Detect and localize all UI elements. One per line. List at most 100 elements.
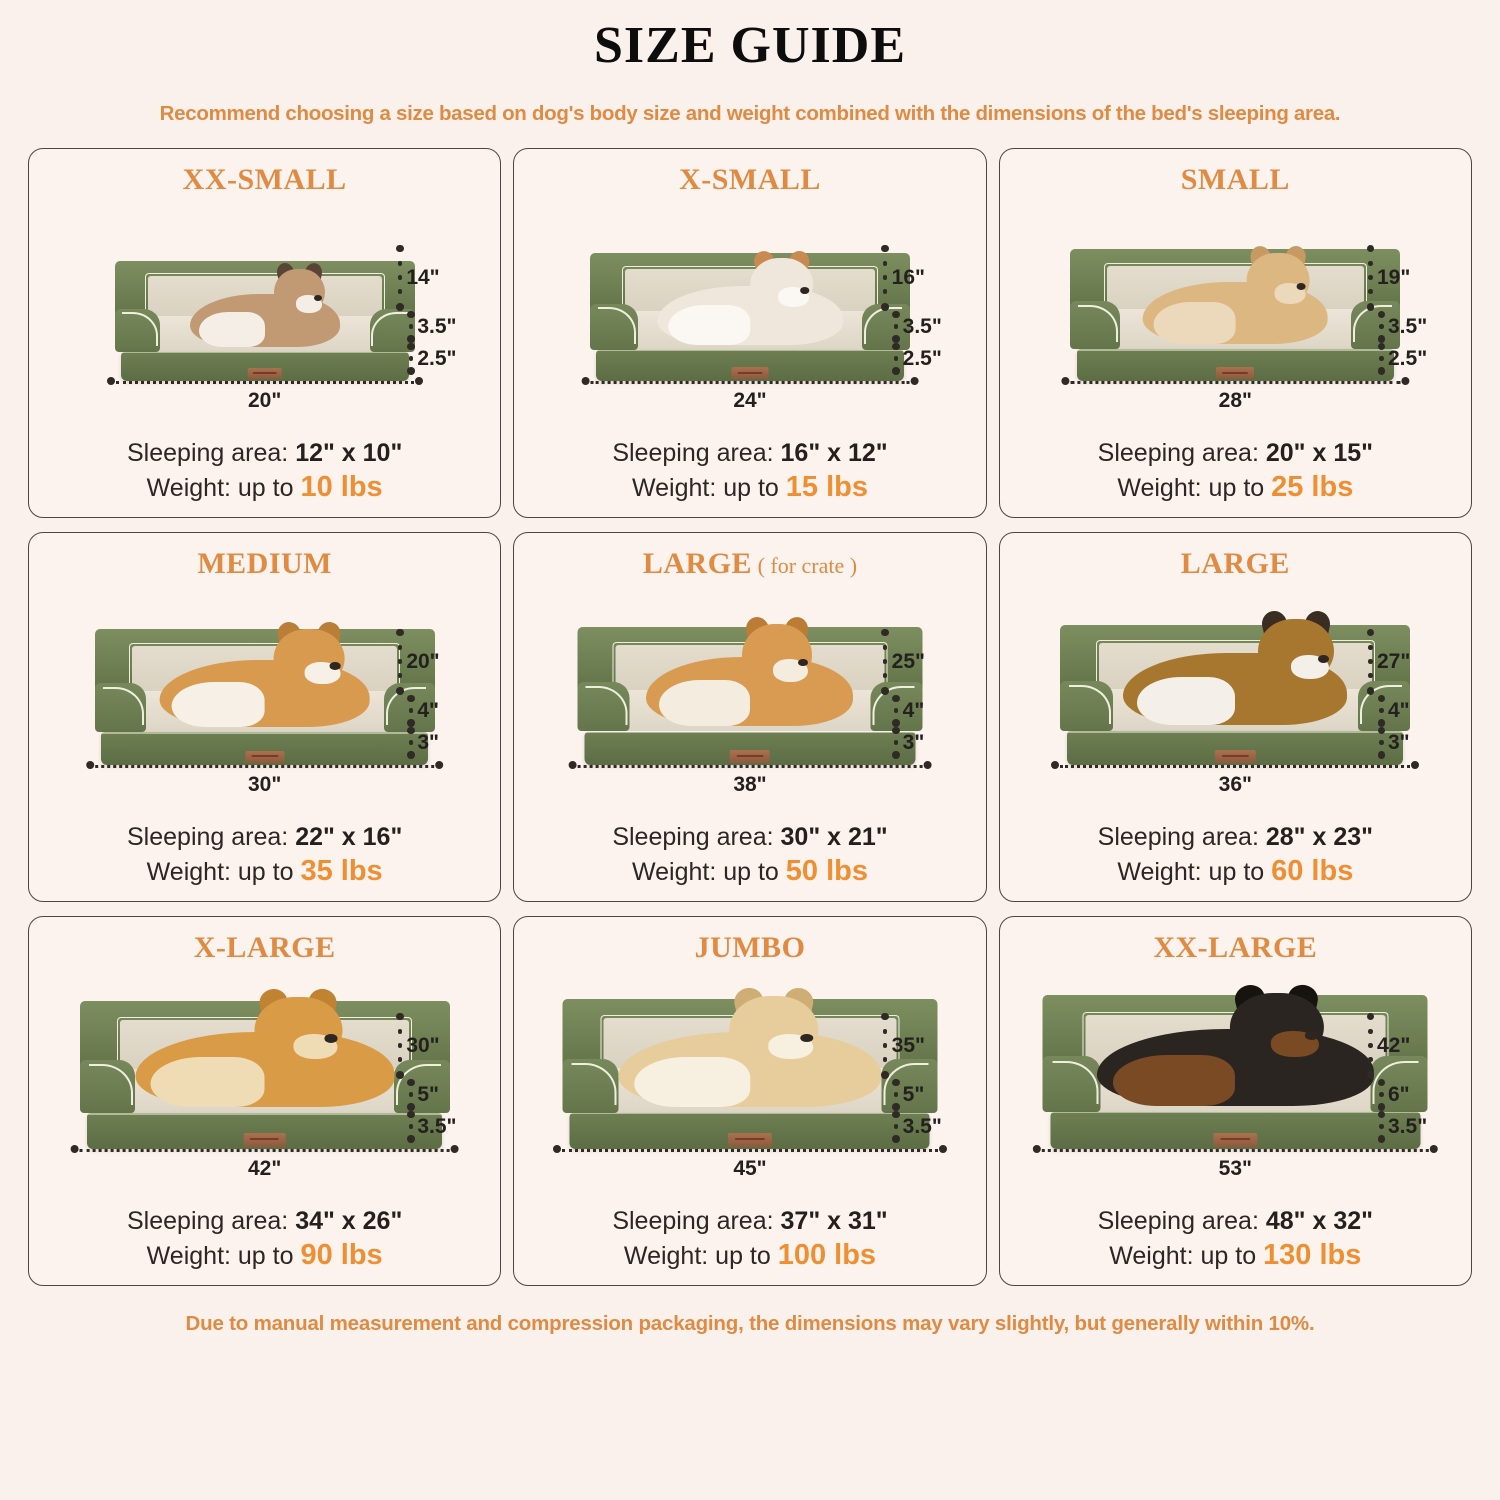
width-label: 28" — [1218, 388, 1252, 412]
dotted-measure-line-icon — [70, 1145, 459, 1155]
bed-base-slab — [569, 1112, 930, 1149]
mid-height-label: 4" — [417, 698, 439, 722]
total-height-label: 25" — [891, 649, 925, 673]
size-card-large-crate[interactable]: LARGE ( for crate ) — [513, 531, 987, 902]
card-size-name: LARGE — [642, 546, 753, 580]
weight-line: Weight: up to 100 lbs — [524, 1237, 975, 1275]
card-specs: Sleeping area: 37" x 31" Weight: up to 1… — [514, 1205, 985, 1285]
weight-prefix: Weight: up to — [146, 474, 301, 503]
card-specs: Sleeping area: 16" x 12" Weight: up to 1… — [514, 437, 985, 517]
bed-arm-left — [562, 1058, 619, 1113]
total-height-segment: 14" — [396, 244, 440, 311]
pet-chest — [171, 682, 265, 727]
height-dimension-callout: 16" 3.5" 2.5" — [880, 244, 972, 375]
mid-height-segment: 4" — [407, 694, 439, 727]
sleeping-area-line: Sleeping area: 37" x 31" — [524, 1205, 975, 1238]
dotted-leader-icon — [407, 694, 415, 727]
width-dimension-callout: 45" — [552, 1145, 947, 1181]
mid-height-segment: 3.5" — [407, 310, 457, 343]
page-title: SIZE GUIDE — [594, 17, 906, 74]
pet-chest — [1154, 302, 1236, 344]
pet-chest — [668, 305, 750, 345]
size-card-jumbo[interactable]: JUMBO — [513, 915, 987, 1286]
base-height-segment: 3.5" — [407, 1110, 456, 1143]
size-card-x-small[interactable]: X-SMALL — [513, 147, 987, 518]
dotted-leader-icon — [396, 1012, 404, 1079]
bed-arm-right — [1357, 680, 1411, 731]
bed-base-slab — [120, 351, 409, 381]
total-height-segment: 25" — [881, 628, 925, 695]
width-dimension-callout: 53" — [1033, 1145, 1438, 1181]
sleeping-area-line: Sleeping area: 28" x 23" — [1010, 821, 1461, 854]
size-card-small[interactable]: SMALL — [998, 147, 1472, 518]
size-card-medium[interactable]: MEDIUM — [28, 531, 502, 902]
sleeping-area-value: 12" x 10" — [295, 438, 403, 467]
bed-arm-right — [881, 1058, 938, 1113]
width-label: 38" — [733, 772, 767, 796]
dotted-leader-icon — [881, 244, 889, 311]
weight-prefix: Weight: up to — [146, 1242, 301, 1271]
dotted-measure-line-icon — [85, 761, 444, 771]
height-dimension-callout: 25" 4" 3" — [880, 628, 972, 759]
mid-height-segment: 4" — [1377, 694, 1410, 727]
bed-base-slab — [1067, 731, 1404, 765]
dotted-measure-line-icon — [106, 377, 423, 387]
weight-line: Weight: up to 50 lbs — [524, 853, 975, 891]
base-height-segment: 3.5" — [892, 1110, 942, 1143]
mid-height-label: 5" — [902, 1082, 925, 1106]
card-title: MEDIUM — [197, 547, 332, 581]
pet-nose — [1296, 283, 1306, 291]
card-title: XX-LARGE — [1153, 931, 1317, 965]
pet-nose — [799, 1033, 813, 1043]
weight-line: Weight: up to 35 lbs — [39, 853, 490, 891]
dotted-leader-icon — [1377, 726, 1386, 759]
weight-value: 130 lbs — [1263, 1239, 1362, 1272]
size-card-xx-small[interactable]: XX-SMALL — [28, 147, 502, 518]
height-dimension-callout: 27" 4" 3" — [1365, 628, 1457, 759]
size-card-x-large[interactable]: X-LARGE — [28, 915, 502, 1286]
sleeping-area-prefix: Sleeping area: — [612, 438, 781, 467]
dotted-measure-line-icon — [581, 377, 919, 387]
bed-base-slab — [1050, 1111, 1421, 1149]
sleeping-area-value: 16" x 12" — [780, 438, 888, 467]
dog-bed-graphic — [589, 249, 910, 381]
dotted-leader-icon — [1377, 342, 1386, 375]
dotted-leader-icon — [396, 244, 404, 311]
sleeping-area-prefix: Sleeping area: — [1097, 822, 1266, 851]
total-height-segment: 35" — [881, 1012, 925, 1079]
dotted-measure-line-icon — [1061, 377, 1410, 387]
width-dimension-callout: 20" — [106, 377, 423, 413]
height-dimension-callout: 35" 5" 3.5" — [880, 1012, 972, 1143]
base-height-label: 3.5" — [902, 1114, 942, 1138]
mid-height-label: 3.5" — [417, 314, 457, 338]
dotted-leader-icon — [1377, 310, 1386, 343]
width-dimension-callout: 24" — [581, 377, 919, 413]
card-title: SMALL — [1181, 163, 1290, 197]
dog-bed-graphic — [577, 614, 923, 765]
card-specs: Sleeping area: 28" x 23" Weight: up to 6… — [1000, 821, 1471, 901]
card-specs: Sleeping area: 22" x 16" Weight: up to 3… — [29, 821, 500, 901]
card-size-name: MEDIUM — [197, 546, 332, 580]
size-card-large[interactable]: LARGE — [998, 531, 1472, 902]
pet-border-collie-icon — [1123, 608, 1348, 726]
size-card-xx-large[interactable]: XX-LARGE — [998, 915, 1472, 1286]
dotted-leader-icon — [892, 310, 900, 343]
sleeping-area-prefix: Sleeping area: — [1097, 1206, 1266, 1235]
base-height-segment: 2.5" — [1377, 342, 1427, 375]
mid-height-label: 4" — [902, 698, 925, 722]
bed-arm-left — [577, 681, 630, 732]
card-size-name: XX-LARGE — [1153, 930, 1318, 964]
sleeping-area-value: 34" x 26" — [295, 1206, 403, 1235]
mid-height-segment: 3.5" — [892, 310, 942, 343]
dotted-leader-icon — [396, 628, 404, 695]
card-title: LARGE ( for crate ) — [643, 547, 857, 581]
bed-illustration: 30" 5" 3.5" 42" — [29, 967, 500, 1205]
total-height-segment: 30" — [396, 1012, 440, 1079]
dog-bed-graphic — [79, 985, 450, 1149]
dotted-leader-icon — [892, 726, 900, 759]
pet-nose — [797, 658, 808, 667]
pet-chest — [198, 311, 265, 348]
base-height-label: 3" — [902, 730, 925, 754]
weight-value: 50 lbs — [785, 855, 868, 888]
card-title: LARGE — [1181, 547, 1290, 581]
